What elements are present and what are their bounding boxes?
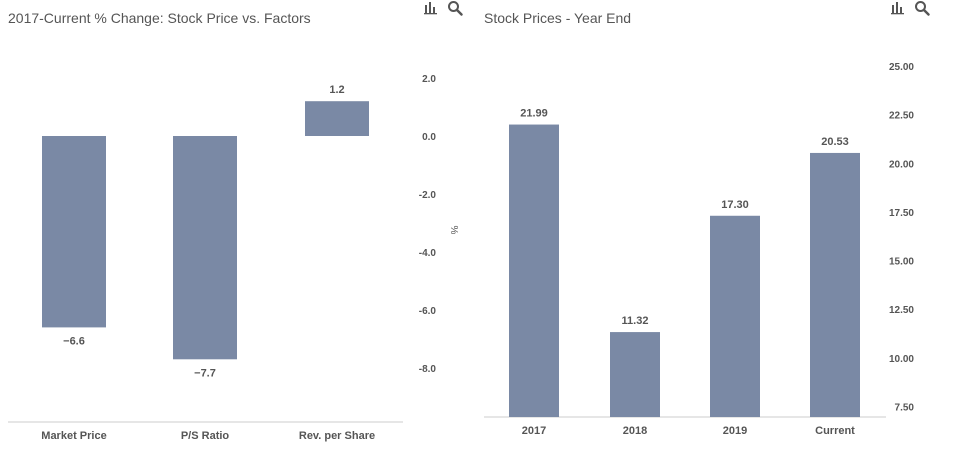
bar <box>610 332 660 417</box>
x-tick-label: Market Price <box>41 430 106 442</box>
y-tick-label: 10.00 <box>889 354 914 365</box>
bar-chart-icon[interactable] <box>423 0 439 16</box>
search-icon[interactable] <box>447 0 463 16</box>
y-tick-label: 0.0 <box>422 132 436 143</box>
left-chart-toolbar <box>423 0 463 16</box>
y-tick-label: 17.50 <box>889 208 914 219</box>
right-chart-title: Stock Prices - Year End <box>484 10 632 26</box>
y-tick-label: -6.0 <box>419 306 437 317</box>
y-tick-label: -2.0 <box>419 190 437 201</box>
data-label: 1.2 <box>329 84 344 96</box>
data-label: −7.7 <box>194 367 216 379</box>
data-label: 11.32 <box>622 315 649 327</box>
data-label: −6.6 <box>63 335 85 347</box>
left-chart-plot: −6.6 Market Price −7.7 P/S Ratio 1.2 Rev. per… <box>8 74 459 442</box>
y-tick-label: 2.0 <box>422 74 436 85</box>
x-tick-label: 2019 <box>723 425 747 437</box>
data-label: 21.99 <box>520 108 548 120</box>
data-label: 20.53 <box>821 136 849 148</box>
left-chart-panel: 2017-Current % Change: Stock Price vs. F… <box>0 0 472 450</box>
right-chart-plot: 21.99 2017 11.32 2018 17.30 2019 20.53 Current 2… <box>484 62 915 437</box>
y-tick-label: 22.50 <box>889 111 914 122</box>
x-tick-label: Current <box>815 425 855 437</box>
y-axis-label: % <box>448 226 459 235</box>
y-tick-label: -8.0 <box>419 364 437 375</box>
y-tick-label: -4.0 <box>419 248 437 259</box>
bar <box>305 101 369 136</box>
y-tick-label: 25.00 <box>889 62 914 73</box>
x-tick-label: Rev. per Share <box>299 430 375 442</box>
y-tick-label: 20.00 <box>889 159 914 170</box>
right-chart-toolbar <box>890 0 930 16</box>
x-tick-label: 2018 <box>623 425 647 437</box>
bar <box>42 136 106 328</box>
search-icon[interactable] <box>914 0 930 16</box>
bar <box>810 152 860 417</box>
bar <box>509 124 559 418</box>
y-tick-label: 7.50 <box>895 402 915 413</box>
y-tick-label: 12.50 <box>889 305 914 316</box>
x-tick-label: 2017 <box>522 425 546 437</box>
left-chart-title: 2017-Current % Change: Stock Price vs. F… <box>8 10 311 26</box>
data-label: 17.30 <box>721 199 749 211</box>
bar <box>710 215 760 417</box>
y-tick-label: 15.00 <box>889 257 914 268</box>
x-tick-label: P/S Ratio <box>181 430 230 442</box>
bar-chart-icon[interactable] <box>890 0 906 16</box>
bar <box>173 136 237 360</box>
right-chart-panel: Stock Prices - Year End 21.99 2017 11.32 20… <box>472 0 959 450</box>
